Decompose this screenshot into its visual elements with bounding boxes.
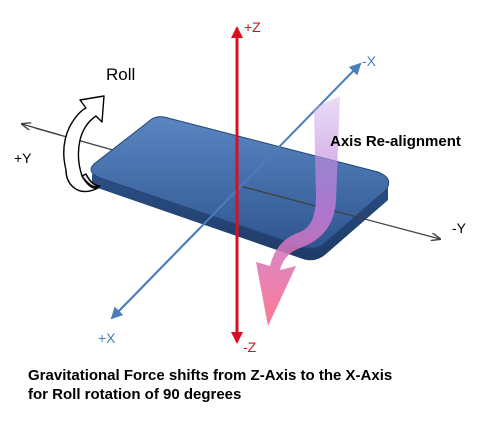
label-plus-y: +Y	[14, 150, 32, 166]
label-minus-z: -Z	[243, 339, 257, 355]
y-axis-line-left-arrow	[22, 124, 61, 136]
label-axis-realignment: Axis Re-alignment	[330, 133, 461, 150]
curved-down-arrow-icon	[256, 96, 340, 326]
y-axis-line-front	[239, 185, 440, 239]
curved-rotation-arrow-icon	[63, 95, 105, 193]
label-minus-y: -Y	[452, 220, 467, 236]
label-plus-x: +X	[98, 330, 116, 346]
label-roll: Roll	[106, 65, 135, 84]
caption-line-1: Gravitational Force shifts from Z-Axis t…	[28, 367, 393, 384]
diagram-caption: Gravitational Force shifts from Z-Axis t…	[28, 366, 498, 404]
x-axis-line-plus-arrow	[110, 227, 201, 320]
caption-line-2: for Roll rotation of 90 degrees	[28, 386, 242, 403]
label-minus-x: -X	[362, 53, 377, 69]
label-plus-z: +Z	[244, 19, 261, 35]
